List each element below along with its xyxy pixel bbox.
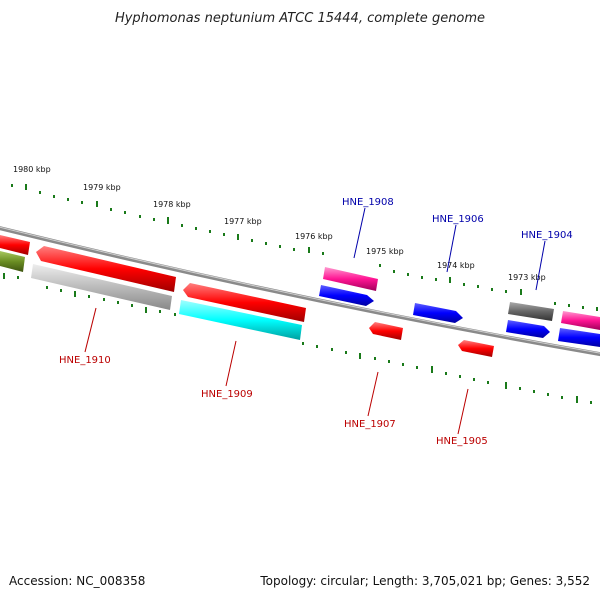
gene-arrow-grey[interactable] [31,264,172,310]
gene-arrow-blue-1[interactable] [319,285,374,306]
outer-scale-ticks [11,184,598,311]
gene-label-hne1907[interactable]: HNE_1907 [344,419,396,430]
scale-label-1979: 1979 kbp [83,183,121,192]
map-title: Hyphomonas neptunium ATCC 15444, complet… [115,11,485,26]
gene-label-hne1908[interactable]: HNE_1908 [342,197,394,208]
gene-arrow-olive[interactable] [0,251,25,272]
gene-arrow-red-1905[interactable] [458,340,494,357]
gene-arrow-blue-right[interactable] [558,328,600,347]
gene-arrow-blue-1906[interactable] [413,303,463,323]
scale-label-1976: 1976 kbp [295,232,333,241]
scale-label-1978: 1978 kbp [153,200,191,209]
gene-label-hne1909[interactable]: HNE_1909 [201,389,253,400]
scale-label-1973: 1973 kbp [508,273,546,282]
scale-label-1980: 1980 kbp [13,165,51,174]
gene-arrow-pink-right[interactable] [561,311,600,330]
scale-label-1977: 1977 kbp [224,217,262,226]
gene-arrow-red-1907[interactable] [369,322,403,340]
gene-arrow-red-large[interactable] [36,246,176,292]
gene-arrow-red-left[interactable] [0,235,30,255]
gene-label-hne1904[interactable]: HNE_1904 [521,230,573,241]
inner-scale-ticks [3,273,592,404]
gene-label-hne1905[interactable]: HNE_1905 [436,436,488,447]
genome-backbone [0,226,600,357]
gene-label-hne1910[interactable]: HNE_1910 [59,355,111,366]
gene-arrow-dgrey-1904[interactable] [508,302,554,321]
scale-label-1975: 1975 kbp [366,247,404,256]
genome-summary: Topology: circular; Length: 3,705,021 bp… [260,574,590,588]
label-leaders [84,207,546,435]
accession-label: Accession: NC_008358 [9,574,146,588]
gene-arrow-red-mid[interactable] [183,283,306,322]
gene-arrow-cyan[interactable] [179,300,302,340]
gene-arrow-blue-2[interactable] [506,320,550,338]
gene-arrow-pink-1908[interactable] [323,267,378,291]
scale-label-1974: 1974 kbp [437,261,475,270]
genome-backbone-highlight [0,226,600,354]
gene-label-hne1906[interactable]: HNE_1906 [432,214,484,225]
